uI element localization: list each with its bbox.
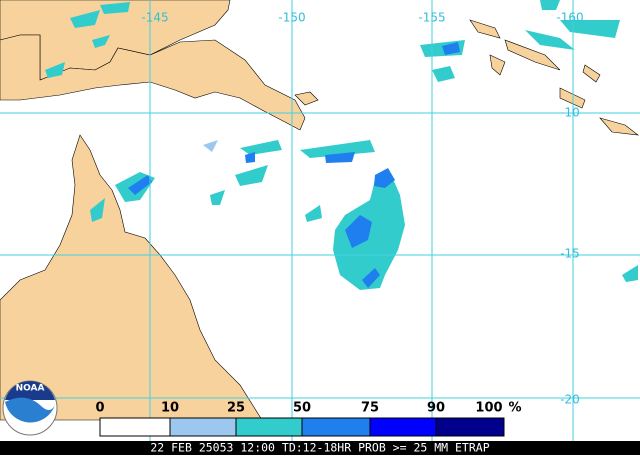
legend-label: 90 [427,401,445,416]
lat-label: -20 [560,393,580,407]
grid [0,0,640,441]
legend: % [99,401,522,437]
legend-swatch [169,417,237,437]
land [504,39,561,71]
lon-label: -160 [556,11,583,25]
lon-label: -155 [418,11,445,25]
legend-swatch [369,417,437,437]
legend-unit: % [508,401,521,416]
land [294,91,319,106]
legend-label: 50 [293,401,311,416]
land [0,34,306,131]
legend-label: 0 [95,401,104,416]
precip [45,0,638,290]
caption-bar [0,441,640,455]
lon-label: -145 [141,11,168,25]
lat-label: -15 [560,247,580,261]
lat-label: -10 [560,106,580,120]
logo-text: NOAA [16,384,45,394]
legend-label: 25 [227,401,245,416]
legend-label: 10 [161,401,179,416]
land [0,134,263,421]
legend-label: 75 [361,401,379,416]
land [469,19,501,39]
land [489,54,506,76]
legend-label: 100 [475,401,502,416]
land [599,117,640,136]
lon-label: -150 [278,11,305,25]
caption: 22 FEB 25053 12:00 TD:12-18HR PROB >= 25… [150,441,489,455]
legend-swatch [99,417,171,437]
land [582,64,601,83]
legend-swatch [235,417,303,437]
legend-swatch [301,417,371,437]
legend-swatch [435,417,505,437]
noaa-logo: NOAA [2,380,58,436]
